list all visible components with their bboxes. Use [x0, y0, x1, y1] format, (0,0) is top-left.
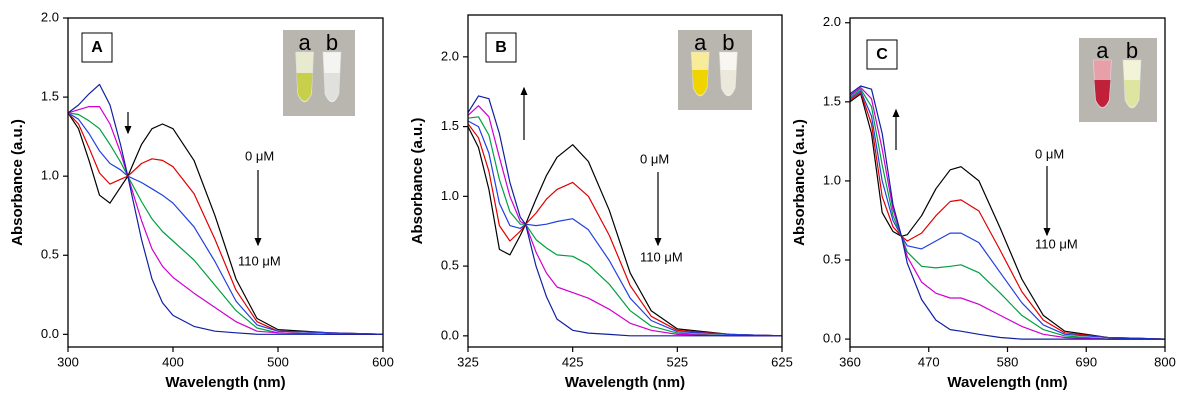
x-tick-label: 580 — [997, 354, 1019, 369]
y-tick-label: 1.5 — [41, 89, 59, 104]
y-tick-label: 0.0 — [823, 331, 841, 346]
annotation: 0 μM — [640, 151, 669, 166]
tube-liquid — [1124, 80, 1141, 107]
y-tick-label: 2.0 — [41, 9, 59, 24]
annotation: 110 μM — [238, 253, 281, 268]
y-axis-label: Absorbance (a.u.) — [409, 118, 426, 245]
panel-label: A — [91, 39, 103, 56]
annotation: 110 μM — [640, 249, 683, 264]
x-tick-label: 425 — [562, 354, 584, 369]
x-axis-label: Wavelength (nm) — [947, 374, 1067, 391]
inset-label: a — [694, 30, 707, 55]
y-tick-label: 0.5 — [823, 251, 841, 266]
y-tick-label: 1.5 — [441, 118, 459, 133]
spectrum-line — [467, 95, 782, 337]
y-tick-label: 1.0 — [441, 188, 459, 203]
annotation: 0 μM — [1035, 146, 1064, 161]
x-tick-label: 800 — [1154, 354, 1176, 369]
x-tick-label: 470 — [918, 354, 940, 369]
panel-label: C — [876, 46, 888, 63]
spectrum-line — [67, 112, 384, 335]
tube-liquid — [323, 73, 340, 101]
y-tick-label: 1.0 — [41, 168, 59, 183]
spectrum-line — [849, 85, 1165, 340]
spectrum-line — [849, 91, 1166, 340]
y-tick-label: 0.5 — [441, 258, 459, 273]
plot-frame — [67, 17, 384, 348]
inset-label: b — [722, 30, 734, 55]
annotation: 0 μM — [245, 148, 274, 163]
plot-frame — [467, 14, 783, 348]
annotation: 110 μM — [1035, 236, 1078, 251]
x-axis-label: Wavelength (nm) — [565, 374, 685, 391]
inset-photo — [1079, 38, 1157, 122]
spectrum-line — [849, 93, 1166, 340]
y-axis-label: Absorbance (a.u.) — [9, 119, 26, 246]
y-tick-label: 0.5 — [41, 247, 59, 262]
inset-label: a — [298, 30, 311, 55]
x-tick-label: 325 — [457, 354, 479, 369]
spectrum-line — [467, 126, 783, 337]
inset-photo — [283, 30, 355, 116]
panel-label: B — [495, 39, 507, 56]
tube-liquid — [1094, 80, 1111, 107]
x-tick-label: 300 — [57, 354, 79, 369]
x-axis-label: Wavelength (nm) — [165, 374, 285, 391]
y-tick-label: 0.0 — [441, 327, 459, 342]
y-tick-label: 1.0 — [823, 172, 841, 187]
spectrum-line — [849, 90, 1166, 340]
tube-liquid — [692, 70, 709, 95]
spectrum-line — [67, 106, 383, 335]
plot-frame — [849, 17, 1166, 348]
spectrum-line — [67, 112, 383, 335]
panel-label-box — [81, 32, 113, 63]
spectrum-line — [467, 123, 783, 337]
x-tick-label: 360 — [839, 354, 861, 369]
inset-label: b — [326, 30, 338, 55]
panel-label-box — [866, 39, 898, 70]
tube-liquid — [720, 70, 737, 95]
inset-photo — [678, 30, 752, 110]
spectrum-line — [467, 105, 782, 337]
y-tick-label: 0.0 — [41, 326, 59, 341]
panel-label-box — [485, 32, 517, 63]
y-tick-label: 2.0 — [823, 14, 841, 29]
spectrum-line — [467, 116, 782, 337]
spectrum-line — [849, 87, 1165, 340]
x-tick-label: 525 — [666, 354, 688, 369]
spectrum-line — [67, 112, 384, 335]
panel: 0.0 0.5 1.0 1.5 2.0 325 425 525 625 Wavelength (n… — [409, 14, 793, 391]
spectrum-line — [67, 112, 384, 335]
tube-liquid — [296, 73, 313, 101]
inset-label: b — [1126, 38, 1138, 63]
inset-label: a — [1096, 38, 1109, 63]
x-tick-label: 400 — [162, 354, 184, 369]
panel: 0.0 0.5 1.0 1.5 2.0 360 470 580 690 800 Wavelength… — [791, 14, 1176, 391]
spectrum-line — [849, 88, 1165, 340]
y-tick-label: 1.5 — [823, 93, 841, 108]
y-axis-label: Absorbance (a.u.) — [791, 119, 808, 246]
spectrum-line — [67, 83, 383, 335]
spectrum-line — [467, 120, 783, 337]
x-tick-label: 600 — [372, 354, 394, 369]
x-tick-label: 690 — [1075, 354, 1097, 369]
x-tick-label: 500 — [267, 354, 289, 369]
x-tick-label: 625 — [771, 354, 793, 369]
y-tick-label: 2.0 — [441, 48, 459, 63]
panel: 0.0 0.5 1.0 1.5 2.0 300 400 500 600 Wavelength (n… — [9, 9, 394, 391]
